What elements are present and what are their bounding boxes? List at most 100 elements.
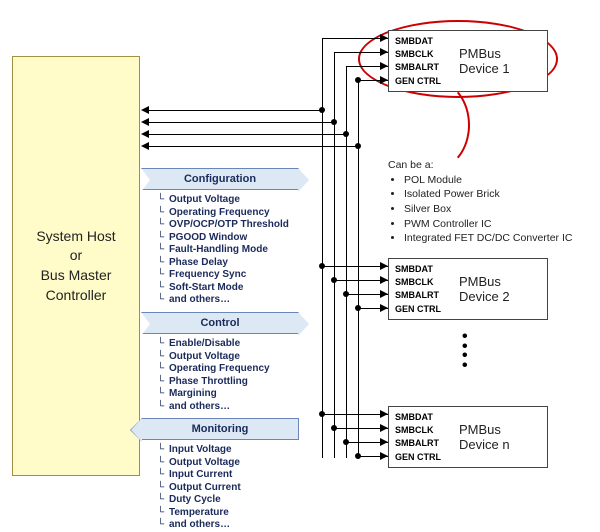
d1-dot4 (355, 77, 361, 83)
ah-top2-l (141, 118, 149, 126)
cfg-d: PGOOD Window (167, 232, 289, 245)
dev2-sig4: GEN CTRL (395, 304, 459, 315)
dot-h3 (343, 131, 349, 137)
arrow-config: Configuration (141, 168, 299, 190)
config-list: Output Voltage Operating Frequency OVP/O… (167, 194, 289, 307)
cfg-a: Output Voltage (167, 194, 289, 207)
ctl-d: Phase Throttling (167, 376, 270, 389)
dn-ah1 (380, 410, 388, 418)
hline-top-1 (148, 110, 323, 111)
dn-ah4 (380, 452, 388, 460)
devn-sig3: SMBALRT (395, 438, 459, 449)
mon-c: Input Current (167, 469, 241, 482)
cfg-g: Frequency Sync (167, 269, 289, 282)
device-box-2: SMBDAT SMBCLK SMBALRT GEN CTRL PMBus Dev… (388, 258, 548, 320)
mon-f: Temperature (167, 507, 241, 520)
control-list: Enable/Disable Output Voltage Operating … (167, 338, 270, 413)
dn-dot4 (355, 453, 361, 459)
host-line2: or (70, 246, 82, 266)
dot-h4 (355, 143, 361, 149)
ctl-f: and others… (167, 401, 270, 414)
cfg-e: Fault-Handling Mode (167, 244, 289, 257)
dev1-sig2: SMBCLK (395, 49, 459, 60)
canbe-title: Can be a: (388, 159, 434, 171)
arrow-control-label: Control (200, 317, 239, 329)
bus-vert-4 (358, 80, 359, 458)
bus-vert-3 (346, 66, 347, 458)
cfg-f: Phase Delay (167, 257, 289, 270)
dev1-sig3: SMBALRT (395, 62, 459, 73)
canbe-block: Can be a: POL Module Isolated Power Bric… (388, 158, 572, 246)
dn-stub1 (322, 414, 388, 415)
devn-sig1: SMBDAT (395, 412, 459, 423)
dev1-sig4: GEN CTRL (395, 76, 459, 87)
d1-ah4 (380, 76, 388, 84)
host-line3: Bus Master (41, 266, 112, 286)
cfg-b: Operating Frequency (167, 207, 289, 220)
devn-name: PMBus Device n (459, 407, 547, 467)
devn-sig4: GEN CTRL (395, 452, 459, 463)
d2-dot2 (331, 277, 337, 283)
d1-ah2 (380, 48, 388, 56)
mon-g: and others… (167, 519, 241, 532)
hline-top-3 (148, 134, 347, 135)
host-line1: System Host (36, 227, 115, 247)
dev1-sig1: SMBDAT (395, 36, 459, 47)
canbe-1: POL Module (404, 173, 572, 188)
dot-h2 (331, 119, 337, 125)
arrow-monitor: Monitoring (141, 418, 299, 440)
d1-ah1 (380, 34, 388, 42)
dev1-name: PMBus Device 1 (459, 31, 547, 91)
ctl-c: Operating Frequency (167, 363, 270, 376)
mon-e: Duty Cycle (167, 494, 241, 507)
canbe-4: PWM Controller IC (404, 217, 572, 232)
device-box-1: SMBDAT SMBCLK SMBALRT GEN CTRL PMBus Dev… (388, 30, 548, 92)
host-line4: Controller (46, 286, 107, 306)
d2-ah4 (380, 304, 388, 312)
ah-top4-l (141, 142, 149, 150)
arrow-monitor-band: Monitoring (141, 418, 299, 440)
dev2-name: PMBus Device 2 (459, 259, 547, 319)
dn-ah2 (380, 424, 388, 432)
dn-dot2 (331, 425, 337, 431)
arrow-monitor-label: Monitoring (192, 423, 249, 435)
ah-top1-l (141, 106, 149, 114)
bus-vert-2 (334, 52, 335, 458)
device-box-n: SMBDAT SMBCLK SMBALRT GEN CTRL PMBus Dev… (388, 406, 548, 468)
dot-h1 (319, 107, 325, 113)
d2-stub1 (322, 266, 388, 267)
d2-dot4 (355, 305, 361, 311)
d2-ah2 (380, 276, 388, 284)
hline-top-2 (148, 122, 335, 123)
devn-sig2: SMBCLK (395, 425, 459, 436)
ctl-b: Output Voltage (167, 351, 270, 364)
d2-dot3 (343, 291, 349, 297)
ah-top3-l (141, 130, 149, 138)
ctl-a: Enable/Disable (167, 338, 270, 351)
bus-vert-1 (322, 38, 323, 458)
arrow-control: Control (141, 312, 299, 334)
d1-ah3 (380, 62, 388, 70)
cfg-i: and others… (167, 294, 289, 307)
dev2-sig3: SMBALRT (395, 290, 459, 301)
cfg-c: OVP/OCP/OTP Threshold (167, 219, 289, 232)
d2-dot1 (319, 263, 325, 269)
dn-ah3 (380, 438, 388, 446)
canbe-3: Silver Box (404, 202, 572, 217)
mon-b: Output Voltage (167, 457, 241, 470)
dev2-sig1: SMBDAT (395, 264, 459, 275)
arrow-control-band: Control (141, 312, 299, 334)
canbe-2: Isolated Power Brick (404, 187, 572, 202)
d2-ah1 (380, 262, 388, 270)
d2-ah3 (380, 290, 388, 298)
ctl-e: Margining (167, 388, 270, 401)
system-host-box: System Host or Bus Master Controller (12, 56, 140, 476)
dn-dot3 (343, 439, 349, 445)
arrow-config-band: Configuration (141, 168, 299, 190)
d1-stub1 (322, 38, 388, 39)
hline-top-4 (148, 146, 359, 147)
vdots-1: •••• (462, 332, 468, 370)
dev2-sig2: SMBCLK (395, 277, 459, 288)
arrow-config-label: Configuration (184, 173, 256, 185)
cfg-h: Soft-Start Mode (167, 282, 289, 295)
